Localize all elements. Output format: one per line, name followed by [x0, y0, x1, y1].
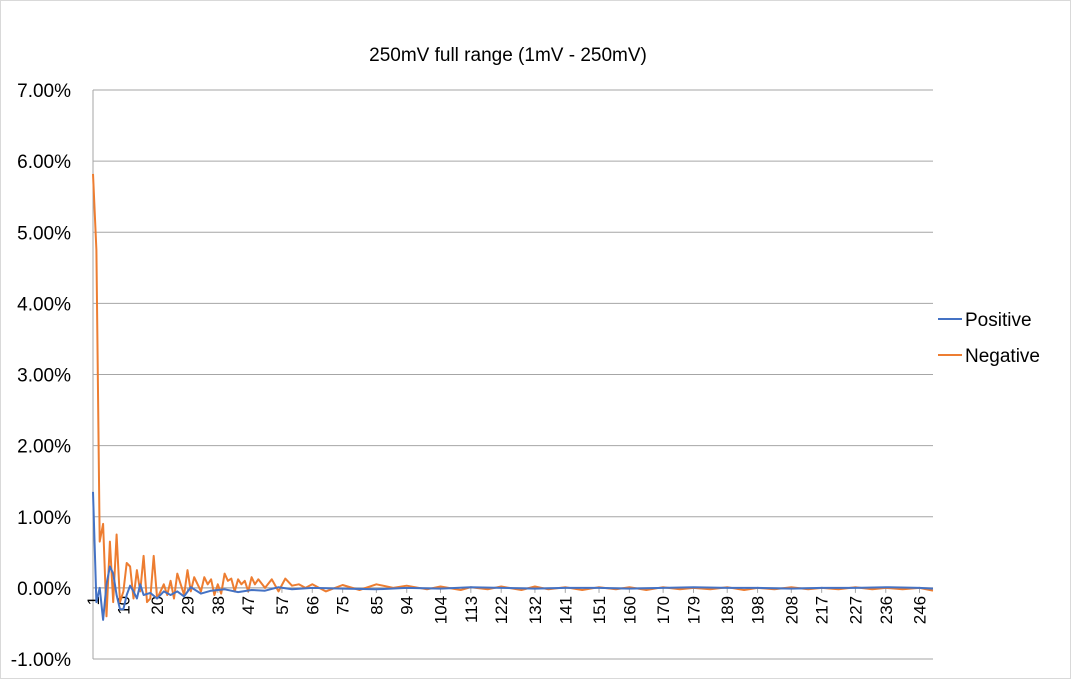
- x-tick-label: 57: [273, 596, 292, 615]
- x-tick-label: 236: [877, 596, 896, 624]
- chart-title: 250mV full range (1mV - 250mV): [369, 45, 647, 66]
- x-axis-ticks: 1 10 20 29 38 47 57 66 75 85 94 104 113 122 132 141 151 1…: [84, 587, 933, 624]
- x-tick-label: 122: [492, 596, 511, 624]
- x-tick-label: 94: [398, 596, 417, 615]
- x-tick-label: 227: [846, 596, 865, 624]
- x-tick-label: 217: [813, 596, 832, 624]
- x-tick-label: 85: [367, 596, 386, 615]
- x-tick-label: 66: [303, 596, 322, 615]
- y-tick-label: 7.00%: [17, 81, 71, 102]
- y-tick-label: 2.00%: [17, 437, 71, 458]
- y-axis-ticks: 7.00% 6.00% 5.00% 4.00% 3.00% 2.00% 1.00% 0.00%…: [11, 81, 71, 671]
- gridlines: [92, 89, 933, 660]
- y-tick-label: 4.00%: [17, 294, 71, 315]
- x-tick-label: 179: [684, 596, 703, 624]
- y-tick-label: 3.00%: [17, 366, 71, 387]
- x-tick-label: 189: [718, 596, 737, 624]
- x-tick-label: 246: [911, 596, 930, 624]
- series-line-negative: [92, 173, 934, 618]
- x-tick-label: 1: [84, 596, 103, 605]
- x-tick-label: 47: [239, 596, 258, 615]
- series-line-positive: [92, 491, 934, 621]
- y-tick-label: 5.00%: [17, 223, 71, 244]
- y-tick-label: -1.00%: [11, 650, 71, 671]
- legend-label-positive: Positive: [965, 310, 1032, 331]
- y-tick-label: 1.00%: [17, 508, 71, 529]
- x-tick-label: 198: [749, 596, 768, 624]
- series-layer: [92, 173, 934, 621]
- x-tick-label: 141: [556, 596, 575, 624]
- x-tick-label: 75: [334, 596, 353, 615]
- x-tick-label: 170: [654, 596, 673, 624]
- x-tick-label: 29: [178, 596, 197, 615]
- y-tick-label: 0.00%: [17, 579, 71, 600]
- x-tick-label: 20: [148, 596, 167, 615]
- legend: Positive Negative: [938, 310, 1040, 367]
- legend-label-negative: Negative: [965, 346, 1040, 367]
- x-tick-label: 208: [782, 596, 801, 624]
- x-tick-label: 113: [462, 596, 481, 623]
- x-tick-label: 104: [431, 596, 450, 624]
- x-tick-label: 132: [526, 596, 545, 624]
- y-tick-label: 6.00%: [17, 152, 71, 173]
- x-tick-label: 160: [620, 596, 639, 624]
- x-tick-label: 151: [590, 596, 609, 624]
- x-tick-label: 38: [209, 596, 228, 615]
